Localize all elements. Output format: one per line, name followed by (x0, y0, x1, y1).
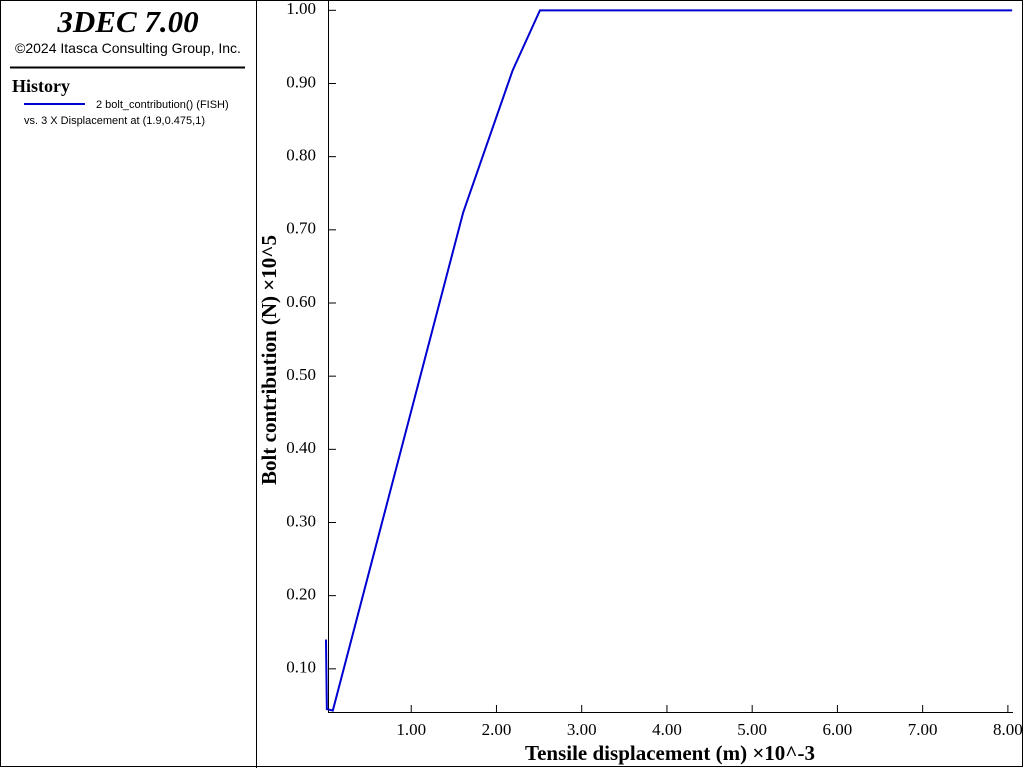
x-tick-label: 2.00 (482, 720, 512, 739)
x-tick-label: 7.00 (908, 720, 938, 739)
legend-subtitle: vs. 3 X Displacement at (1.9,0.475,1) (24, 115, 205, 127)
y-tick-label: 0.40 (286, 438, 316, 457)
y-tick-label: 0.70 (286, 219, 316, 238)
x-tick-label: 8.00 (993, 720, 1023, 739)
legend-label: 2 bolt_contribution() (FISH) (96, 99, 229, 111)
y-axis-label: Bolt contribution (N) ×10^5 (257, 235, 281, 485)
section-title: History (12, 76, 70, 96)
x-axis-label: Tensile displacement (m) ×10^-3 (525, 741, 815, 765)
y-tick-label: 0.90 (286, 72, 316, 91)
y-tick-label: 0.30 (286, 511, 316, 530)
y-tick-label: 0.10 (286, 658, 316, 677)
x-tick-label: 5.00 (737, 720, 767, 739)
copyright: ©2024 Itasca Consulting Group, Inc. (15, 40, 241, 56)
y-tick-label: 0.80 (286, 146, 316, 165)
x-tick-label: 6.00 (823, 720, 853, 739)
y-tick-label: 0.60 (286, 292, 316, 311)
y-tick-label: 0.50 (286, 365, 316, 384)
app-title: 3DEC 7.00 (56, 4, 198, 39)
y-tick-label: 0.20 (286, 585, 316, 604)
x-tick-label: 1.00 (396, 720, 426, 739)
y-tick-label: 1.00 (286, 0, 316, 18)
x-tick-label: 4.00 (652, 720, 682, 739)
data-line (325, 9, 1013, 712)
x-tick-label: 3.00 (567, 720, 597, 739)
